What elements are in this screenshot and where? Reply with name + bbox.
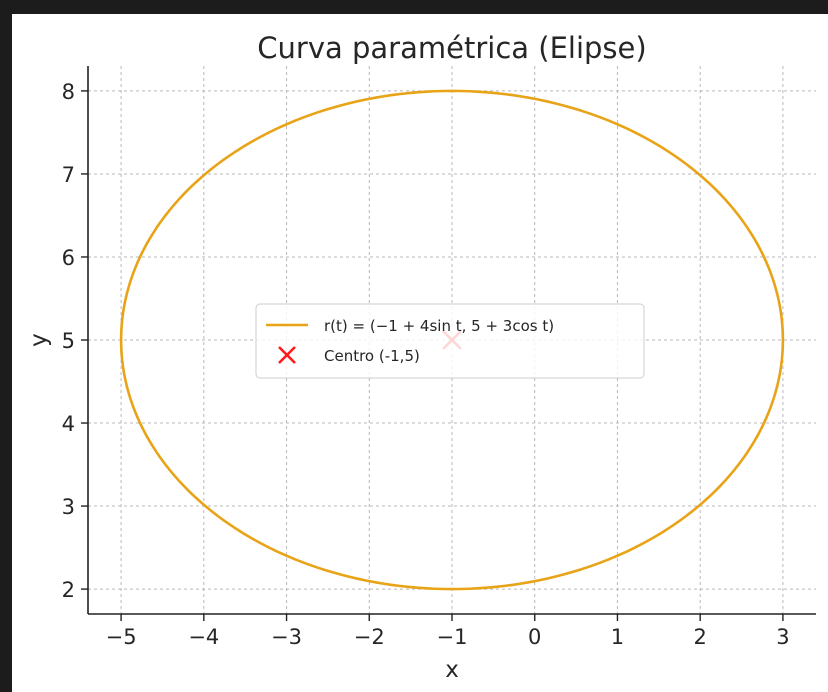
x-tick-label: 1	[611, 625, 624, 649]
x-axis-label: x	[445, 657, 459, 683]
y-tick-label: 6	[62, 246, 75, 270]
x-tick-label: −5	[106, 625, 137, 649]
x-tick-label: 2	[693, 625, 706, 649]
y-ticks: 2 3 4 5 6 7 8	[62, 80, 88, 602]
y-tick-label: 3	[62, 495, 75, 519]
ellipse-curve	[119, 89, 785, 591]
x-tick-label: −1	[437, 625, 468, 649]
chart-title: Curva paramétrica (Elipse)	[257, 31, 646, 65]
chart-frame: Curva paramétrica (Elipse) −5 −4 −3 −2 −1 0 1 2…	[12, 14, 828, 692]
x-tick-label: 0	[528, 625, 541, 649]
x-tick-label: −3	[271, 625, 302, 649]
legend-box	[255, 303, 645, 379]
y-axis-label: y	[26, 333, 52, 347]
x-ticks: −5 −4 −3 −2 −1 0 1 2 3	[106, 614, 790, 649]
grid	[88, 66, 816, 614]
x-tick-label: 3	[776, 625, 789, 649]
legend: r(t) = (−1 + 4sin t, 5 + 3cos t) Centro …	[255, 303, 645, 379]
y-tick-label: 7	[62, 163, 75, 187]
y-tick-label: 8	[62, 80, 75, 104]
y-tick-label: 5	[62, 329, 75, 353]
y-tick-label: 4	[62, 412, 75, 436]
legend-entry-center: Centro (-1,5)	[324, 347, 420, 365]
y-tick-label: 2	[62, 578, 75, 602]
legend-entry-curve: r(t) = (−1 + 4sin t, 5 + 3cos t)	[324, 317, 554, 335]
x-tick-label: −4	[188, 625, 219, 649]
chart-canvas: Curva paramétrica (Elipse) −5 −4 −3 −2 −1 0 1 2…	[26, 31, 816, 683]
x-tick-label: −2	[354, 625, 385, 649]
legend-x-marker-swatch	[278, 346, 296, 364]
marker-stroke	[278, 346, 296, 364]
